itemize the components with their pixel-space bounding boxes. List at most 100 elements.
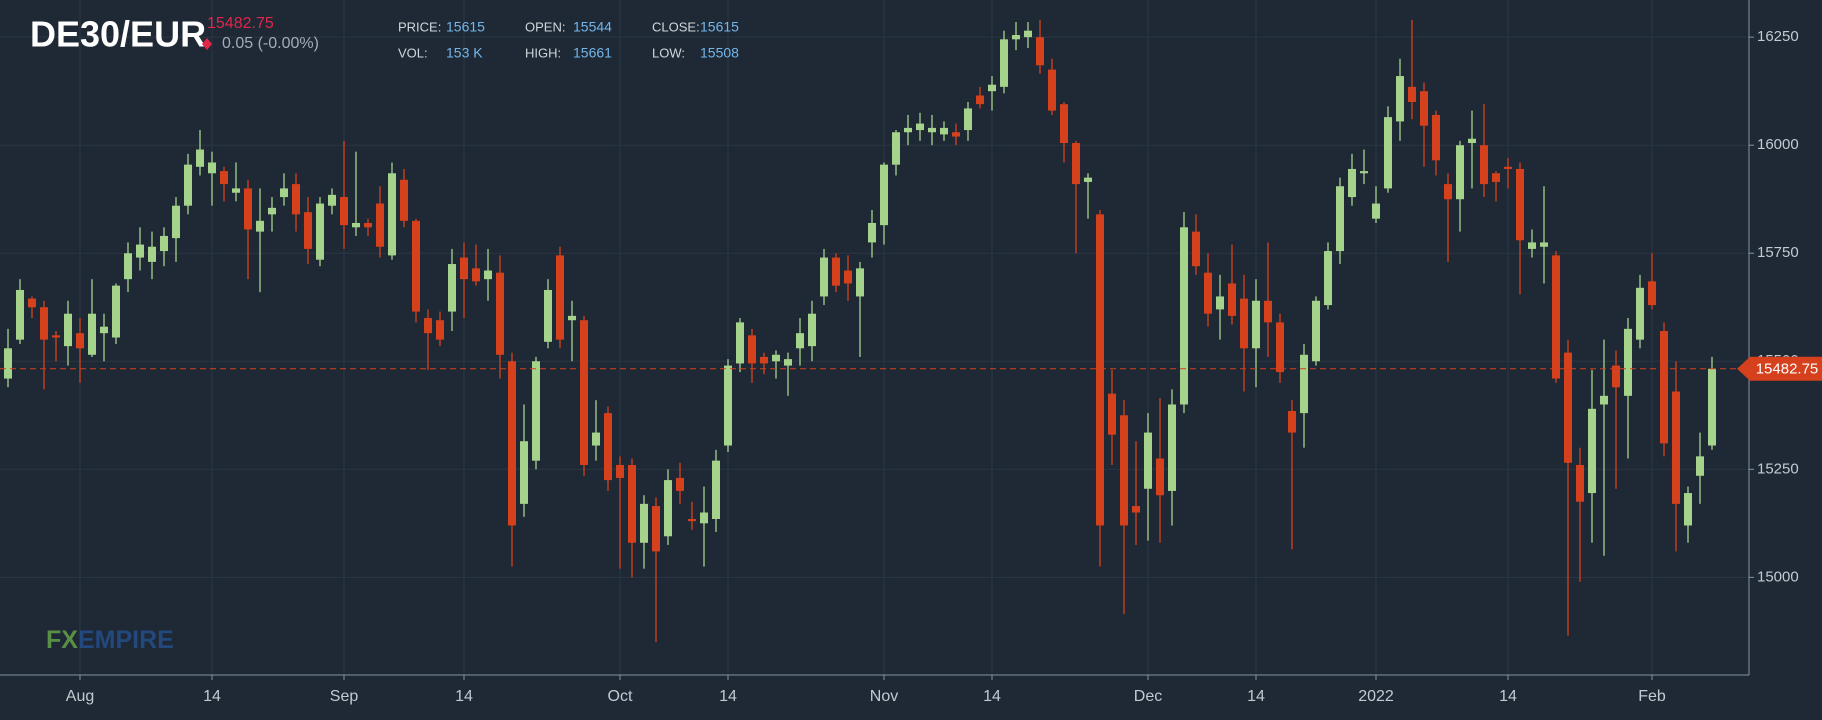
candle-body xyxy=(388,173,396,256)
y-tick-label: 16000 xyxy=(1757,136,1799,153)
candle-body xyxy=(976,95,984,105)
candle-body xyxy=(232,188,240,193)
candle-body xyxy=(568,315,576,321)
candle-body xyxy=(160,235,168,252)
logo-empire: EMPIRE xyxy=(78,626,174,654)
candle-body xyxy=(688,518,696,522)
candle-body xyxy=(604,413,612,481)
candle-body xyxy=(1432,114,1440,161)
info-value: 15544 xyxy=(573,19,612,35)
candle-body xyxy=(1132,506,1140,513)
info-value: 153 K xyxy=(446,45,483,61)
candle-body xyxy=(1168,404,1176,491)
candle-body xyxy=(1552,255,1560,379)
candle-body xyxy=(1192,231,1200,267)
info-label: CLOSE: xyxy=(652,19,700,34)
candle-body xyxy=(496,272,504,355)
info-label: VOL: xyxy=(398,45,428,60)
axes: 150001525015500157501600016250Aug14Sep14… xyxy=(0,0,1822,705)
logo: FXEMPIRE xyxy=(46,626,174,654)
candle-body xyxy=(880,164,888,226)
candle-body xyxy=(1396,76,1404,122)
x-tick-label: 14 xyxy=(983,688,1001,705)
candle-body xyxy=(832,257,840,286)
candle-body xyxy=(268,207,276,215)
candle-body xyxy=(124,253,132,280)
candle-body xyxy=(460,257,468,280)
y-tick-label: 16250 xyxy=(1757,28,1799,45)
grid xyxy=(0,0,1749,675)
candle-body xyxy=(340,197,348,226)
candle-body xyxy=(1036,37,1044,66)
candle-body xyxy=(4,348,12,379)
candle-body xyxy=(1408,86,1416,102)
candle-body xyxy=(40,307,48,340)
candle-body xyxy=(472,268,480,282)
candle-body xyxy=(328,194,336,206)
candle-body xyxy=(424,318,432,334)
candle-body xyxy=(172,205,180,239)
candle-body xyxy=(700,512,708,524)
candle-body xyxy=(892,132,900,165)
candle-body xyxy=(1672,391,1680,504)
candle-body xyxy=(1612,365,1620,388)
candle-body xyxy=(1048,69,1056,111)
x-tick-label: 14 xyxy=(1247,688,1265,705)
candle-body xyxy=(1516,168,1524,241)
candle-body xyxy=(244,188,252,230)
last-price-tag xyxy=(1737,356,1822,381)
candle-body xyxy=(628,464,636,543)
candle-body xyxy=(400,179,408,221)
candle-body xyxy=(1264,300,1272,323)
candle-body xyxy=(1372,203,1380,219)
candle-body xyxy=(1480,145,1488,185)
candle-body xyxy=(988,84,996,92)
candle-body xyxy=(1000,39,1008,87)
candle-body xyxy=(292,184,300,215)
candle-body xyxy=(1096,214,1104,526)
candle-body xyxy=(220,171,228,185)
candle-body xyxy=(1384,117,1392,189)
candle-body xyxy=(1324,251,1332,306)
candle-body xyxy=(1144,432,1152,489)
x-tick-label: Oct xyxy=(608,688,633,705)
candle-body xyxy=(856,268,864,297)
candle-body xyxy=(208,162,216,174)
candle-body xyxy=(904,127,912,133)
candle-body xyxy=(784,359,792,366)
candle-body xyxy=(1072,143,1080,185)
candle-body xyxy=(1576,464,1584,502)
candle-body xyxy=(1456,145,1464,200)
y-tick-label: 15750 xyxy=(1757,244,1799,261)
candle-body xyxy=(1300,354,1308,414)
candle-body xyxy=(412,220,420,312)
candle-body xyxy=(1600,395,1608,405)
candle-body xyxy=(484,270,492,280)
candle-body xyxy=(616,464,624,478)
candle-body xyxy=(256,220,264,232)
last-price-header: 15482.75 xyxy=(207,15,274,32)
x-tick-label: Nov xyxy=(870,688,898,705)
candle-body xyxy=(1204,272,1212,314)
candle-body xyxy=(772,354,780,362)
candle-body xyxy=(736,322,744,364)
candle-body xyxy=(1360,171,1368,174)
info-value: 15615 xyxy=(700,19,739,35)
candle-body xyxy=(1060,104,1068,144)
candle-body xyxy=(1468,138,1476,144)
candle-body xyxy=(520,441,528,504)
candle-body xyxy=(148,246,156,262)
candle-body xyxy=(376,203,384,247)
candle-body xyxy=(544,289,552,342)
candle-body xyxy=(1348,168,1356,198)
candles xyxy=(4,19,1716,643)
candle-body xyxy=(1492,173,1500,182)
candle-body xyxy=(712,460,720,519)
info-label: PRICE: xyxy=(398,19,441,34)
candle-body xyxy=(64,313,72,347)
info-label: HIGH: xyxy=(525,45,561,60)
y-tick-label: 15250 xyxy=(1757,460,1799,477)
candle-body xyxy=(1636,287,1644,340)
